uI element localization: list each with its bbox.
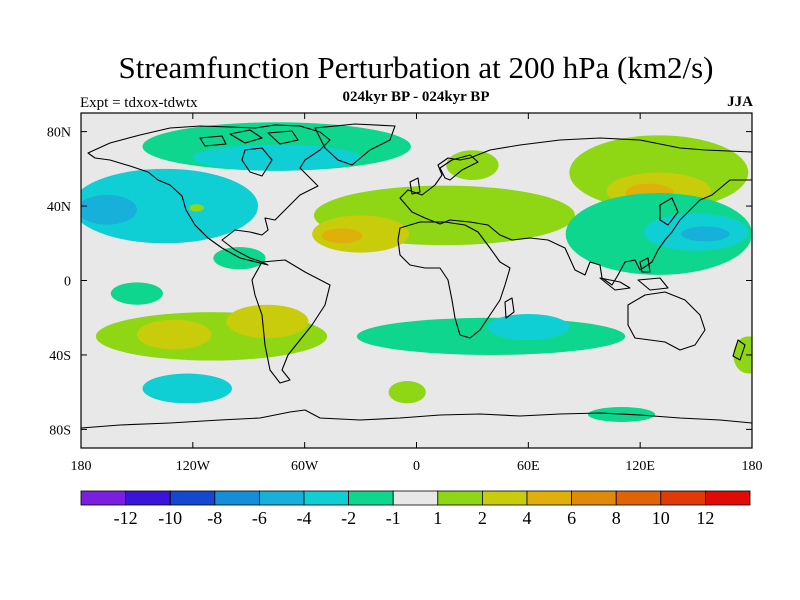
lon-tick-label: 120W	[176, 459, 211, 474]
coastline-eurasia	[399, 137, 752, 286]
coastline-australia	[627, 291, 706, 351]
colorbar-label: 12	[696, 508, 714, 528]
colorbar-swatch	[660, 490, 706, 506]
lon-tick-label: 180	[71, 459, 92, 474]
colorbar-label: -8	[207, 508, 222, 528]
colorbar-swatch	[392, 490, 439, 506]
coastline-maritime-continent	[599, 257, 669, 291]
coastline-antarctica	[81, 409, 752, 429]
coastline-north-america	[87, 124, 331, 266]
anomaly-contour-pos2	[226, 304, 309, 339]
colorbar-swatch	[705, 490, 751, 506]
anomaly-fields	[81, 122, 752, 422]
anomaly-contour-pos1	[733, 336, 752, 374]
coastline-new-zealand	[732, 339, 746, 361]
figure-subtitle: 024kyr BP - 024kyr BP	[342, 89, 490, 105]
lat-tick-label: 0	[64, 275, 71, 290]
colorbar-label: 6	[567, 508, 576, 528]
colorbar-label: 2	[478, 508, 487, 528]
colorbar-label: -4	[297, 508, 312, 528]
lat-tick-label: 80N	[47, 126, 71, 141]
coastline-japan	[659, 197, 679, 226]
colorbar-label: -12	[114, 508, 138, 528]
colorbar-label: -6	[252, 508, 267, 528]
coastline-madagascar	[504, 297, 515, 319]
colorbar-swatch	[437, 490, 483, 506]
anomaly-contour-neg2	[81, 168, 259, 244]
coastline-africa	[397, 221, 511, 339]
coastline-british-isles	[409, 177, 421, 195]
anomaly-contour-pos1	[189, 204, 205, 212]
colorbar-swatch	[125, 490, 171, 506]
lat-tick-label: 40S	[49, 349, 71, 364]
lon-tick-label: 60W	[291, 459, 319, 474]
colorbar-swatch	[258, 490, 305, 506]
figure-title: Streamfunction Perturbation at 200 hPa (…	[118, 50, 714, 85]
coastline-scandinavia	[439, 154, 479, 181]
map-axes: 180 120W 60W 0 60E 120E 180 80N 40N 0 40S 80S	[47, 113, 763, 474]
lat-tick-label: 40N	[47, 200, 71, 215]
colorbar-label: 4	[523, 508, 532, 528]
colorbar-swatch	[169, 490, 216, 506]
anomaly-contour-pos4	[321, 228, 363, 244]
lon-tick-label: 120E	[625, 459, 655, 474]
lat-tick-label: 80S	[49, 423, 71, 438]
colorbar-swatch	[481, 490, 528, 506]
coastline-south-america	[251, 259, 331, 384]
coastline-arctic-islands	[199, 129, 299, 147]
colorbar-label: -1	[386, 508, 401, 528]
season-label: JJA	[727, 94, 753, 110]
anomaly-contour-neg1	[110, 282, 164, 305]
colorbar-label: -2	[341, 508, 356, 528]
anomaly-contour-pos2	[136, 319, 212, 350]
colorbar-swatch	[615, 490, 662, 506]
colorbar-label: 8	[612, 508, 621, 528]
anomaly-contour-pos1	[388, 381, 426, 404]
coastline-hudson-bay	[241, 147, 273, 177]
experiment-label: Expt = tdxox-tdwtx	[80, 95, 198, 111]
anomaly-contour-neg1	[569, 219, 600, 238]
anomaly-contour-neg2	[142, 373, 232, 404]
lon-tick-label: 0	[413, 459, 420, 474]
colorbar-swatch	[303, 490, 349, 506]
colorbar-swatch	[348, 490, 394, 506]
lon-tick-label: 180	[742, 459, 763, 474]
colorbar-label: 1	[433, 508, 442, 528]
anomaly-contour-neg4	[81, 194, 137, 225]
colorbar-swatch	[526, 490, 572, 506]
lon-tick-label: 60E	[517, 459, 540, 474]
coastlines	[81, 123, 752, 429]
colorbar: -12 -10 -8 -6 -4 -2 -1 1 2 4 6 8 10 12	[80, 490, 751, 528]
colorbar-label: -10	[158, 508, 182, 528]
coastline-greenland	[314, 123, 396, 166]
anomaly-contour-neg2	[487, 314, 570, 341]
colorbar-swatch	[214, 490, 260, 506]
colorbar-swatch	[571, 490, 617, 506]
colorbar-label: 10	[652, 508, 670, 528]
colorbar-swatch	[80, 490, 126, 506]
anomaly-contour-neg4	[681, 226, 730, 242]
